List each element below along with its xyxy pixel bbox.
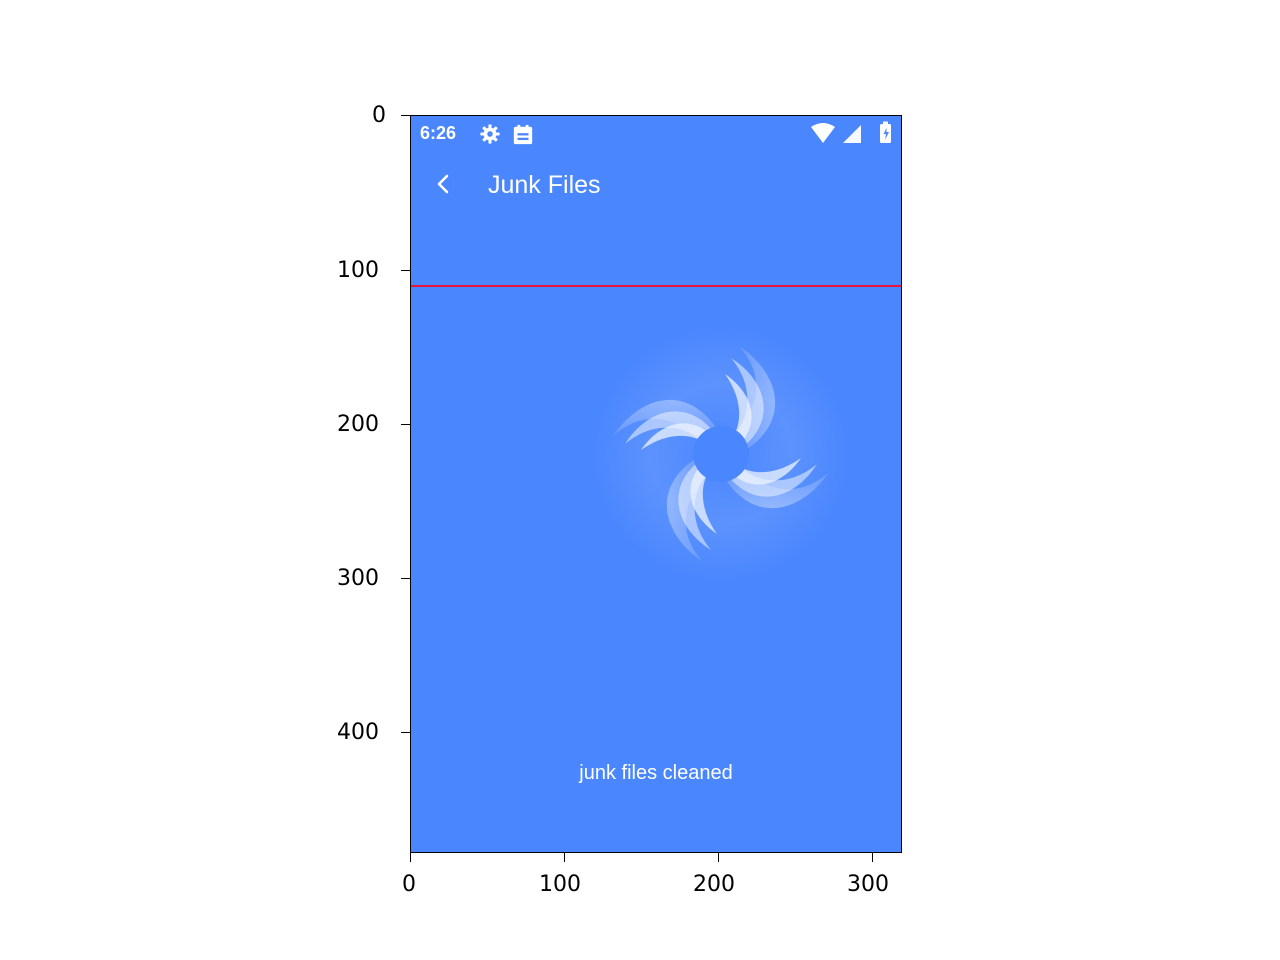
x-tick: [718, 853, 719, 862]
screenshot-frame: 6:26: [410, 115, 902, 853]
y-tick-label: 400: [337, 720, 379, 745]
phone-screen: 6:26: [411, 116, 901, 852]
y-tick: [401, 732, 410, 733]
calendar-icon: [513, 124, 533, 145]
page-title: Junk Files: [488, 171, 601, 199]
status-right-icons: [811, 121, 891, 144]
status-bar: 6:26: [411, 116, 901, 150]
wifi-icon: [811, 123, 836, 144]
x-tick-label: 200: [693, 872, 735, 897]
status-time: 6:26: [420, 123, 457, 143]
x-tick-label: 0: [402, 872, 416, 897]
battery-icon: [880, 121, 891, 143]
x-tick-label: 300: [847, 872, 889, 897]
gear-icon: [480, 124, 500, 144]
y-tick: [401, 270, 410, 271]
x-tick: [410, 853, 411, 862]
chevron-left-icon[interactable]: [429, 168, 459, 200]
overlay-line: [411, 285, 901, 287]
y-tick-label: 0: [372, 103, 386, 128]
y-tick-label: 100: [337, 258, 379, 283]
x-tick: [564, 853, 565, 862]
signal-icon: [843, 125, 861, 143]
x-tick-label: 100: [539, 872, 581, 897]
y-tick: [401, 115, 410, 116]
app-bar: Junk Files: [411, 156, 901, 214]
status-message: junk files cleaned: [579, 762, 733, 784]
swirl-icon: [593, 326, 849, 582]
x-tick: [872, 853, 873, 862]
y-tick: [401, 424, 410, 425]
y-tick-label: 200: [337, 412, 379, 437]
y-tick: [401, 578, 410, 579]
y-tick-label: 300: [337, 566, 379, 591]
